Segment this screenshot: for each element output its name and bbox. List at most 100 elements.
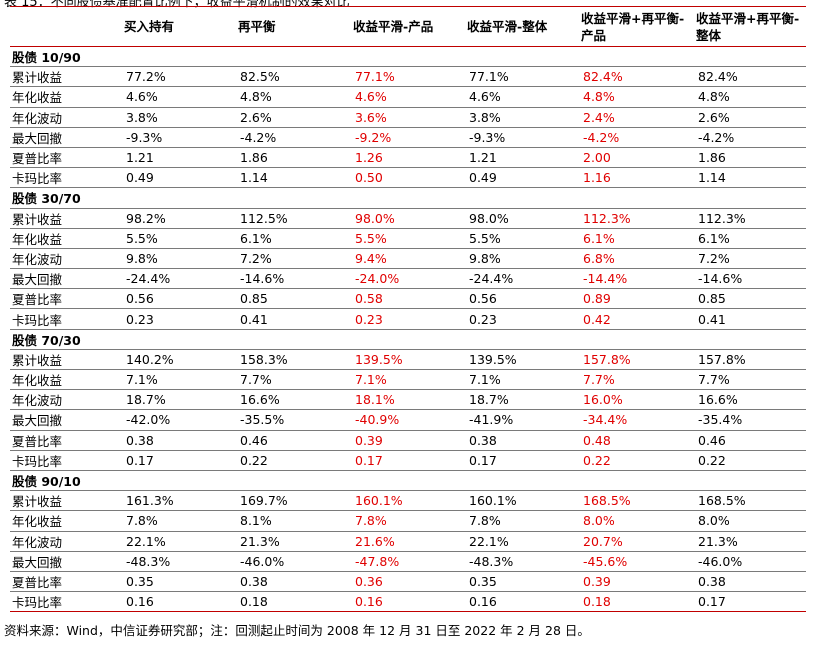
metric-value: 16.6% xyxy=(694,389,806,411)
metric-value: 168.5% xyxy=(694,490,806,512)
table-row: 年化收益 5.5% 6.1% 5.5% 5.5% 6.1% 6.1% xyxy=(10,228,806,249)
metric-value: 7.1% xyxy=(465,369,579,391)
metric-value: 4.6% xyxy=(465,86,579,108)
metric-value: 0.17 xyxy=(694,591,806,613)
table-row: 夏普比率 1.21 1.86 1.26 1.21 2.00 1.86 xyxy=(10,147,806,169)
metric-value: 1.21 xyxy=(465,147,579,169)
group-label: 股债 90/10 xyxy=(10,470,122,492)
metric-value: 0.38 xyxy=(465,430,579,451)
metric-value: 0.41 xyxy=(694,308,806,330)
metric-value: -48.3% xyxy=(122,551,236,572)
metric-value: 0.39 xyxy=(579,571,694,593)
metric-value: 4.6% xyxy=(351,86,465,108)
column-header-smooth-rebalance-overall: 收益平滑+再平衡-整体 xyxy=(694,6,806,47)
table-body: 股债 10/90 累计收益 77.2% 82.5% 77.1% 77.1% 82.4% 82.… xyxy=(10,46,806,613)
metric-value: 158.3% xyxy=(236,349,351,371)
metric-value: 77.1% xyxy=(351,66,465,88)
metric-value: 160.1% xyxy=(351,490,465,512)
group-empty-cell xyxy=(122,329,236,350)
metric-label: 年化收益 xyxy=(10,510,122,532)
metric-label: 卡玛比率 xyxy=(10,167,122,189)
group-empty-cell xyxy=(465,329,579,350)
metric-value: 169.7% xyxy=(236,490,351,512)
group-empty-cell xyxy=(694,329,806,350)
metric-value: 3.6% xyxy=(351,107,465,128)
metric-value: 0.16 xyxy=(351,591,465,613)
metric-label: 年化收益 xyxy=(10,86,122,108)
metric-value: 0.35 xyxy=(465,571,579,593)
metric-value: 0.41 xyxy=(236,308,351,330)
metric-value: 7.1% xyxy=(351,369,465,391)
metric-value: 7.2% xyxy=(236,248,351,270)
metric-value: -45.6% xyxy=(579,551,694,572)
metric-value: 0.85 xyxy=(236,288,351,310)
metric-value: 4.8% xyxy=(236,86,351,108)
metric-value: 6.1% xyxy=(236,228,351,249)
metric-value: -4.2% xyxy=(579,127,694,148)
metric-label: 年化波动 xyxy=(10,531,122,552)
metric-value: 1.86 xyxy=(236,147,351,169)
metric-value: 77.2% xyxy=(122,66,236,88)
table-header: 买入持有 再平衡 收益平滑-产品 收益平滑-整体 收益平滑+再平衡-产品 收益平… xyxy=(10,6,806,47)
metric-value: 8.1% xyxy=(236,510,351,532)
group-empty-cell xyxy=(579,46,694,68)
metric-value: 0.17 xyxy=(351,450,465,471)
metric-value: 22.1% xyxy=(465,531,579,552)
metric-value: -40.9% xyxy=(351,409,465,431)
table-row: 年化收益 4.6% 4.8% 4.6% 4.6% 4.8% 4.8% xyxy=(10,86,806,108)
metric-value: 160.1% xyxy=(465,490,579,512)
metric-value: -35.5% xyxy=(236,409,351,431)
metric-value: 4.8% xyxy=(579,86,694,108)
metric-value: 139.5% xyxy=(465,349,579,371)
group-empty-cell xyxy=(351,470,465,492)
source-footnote: 资料来源：Wind，中信证券研究部；注：回测起止时间为 2008 年 12 月 … xyxy=(4,623,590,638)
metric-value: 7.7% xyxy=(579,369,694,391)
table-row: 年化波动 22.1% 21.3% 21.6% 22.1% 20.7% 21.3% xyxy=(10,531,806,552)
metric-value: -9.3% xyxy=(122,127,236,148)
metric-value: 18.7% xyxy=(122,389,236,411)
metric-value: 4.8% xyxy=(694,86,806,108)
group-empty-cell xyxy=(351,46,465,68)
metric-value: 157.8% xyxy=(694,349,806,371)
table-row: 卡玛比率 0.16 0.18 0.16 0.16 0.18 0.17 xyxy=(10,591,806,613)
metric-value: 7.1% xyxy=(122,369,236,391)
metric-value: 0.38 xyxy=(236,571,351,593)
table-row: 最大回撤 -48.3% -46.0% -47.8% -48.3% -45.6% -46.0% xyxy=(10,551,806,572)
metric-value: 0.46 xyxy=(694,430,806,451)
metric-value: 6.8% xyxy=(579,248,694,270)
metric-value: 0.89 xyxy=(579,288,694,310)
metric-value: -24.4% xyxy=(122,268,236,290)
metric-value: 0.36 xyxy=(351,571,465,593)
table-row: 最大回撤 -24.4% -14.6% -24.0% -24.4% -14.4% -14.6% xyxy=(10,268,806,290)
metric-value: 0.50 xyxy=(351,167,465,189)
metric-label: 卡玛比率 xyxy=(10,308,122,330)
column-header-blank xyxy=(10,6,122,47)
metric-label: 夏普比率 xyxy=(10,571,122,593)
metric-value: 112.3% xyxy=(579,208,694,229)
group-empty-cell xyxy=(236,187,351,209)
comparison-table: 买入持有 再平衡 收益平滑-产品 收益平滑-整体 收益平滑+再平衡-产品 收益平… xyxy=(10,6,806,613)
table-row: 卡玛比率 0.49 1.14 0.50 0.49 1.16 1.14 xyxy=(10,167,806,189)
group-empty-cell xyxy=(236,46,351,68)
metric-value: 16.0% xyxy=(579,389,694,411)
metric-value: 0.38 xyxy=(122,430,236,451)
metric-value: 168.5% xyxy=(579,490,694,512)
group-empty-cell xyxy=(579,470,694,492)
metric-value: -14.6% xyxy=(236,268,351,290)
metric-label: 夏普比率 xyxy=(10,288,122,310)
metric-value: 0.22 xyxy=(694,450,806,471)
metric-value: 1.86 xyxy=(694,147,806,169)
table-row: 累计收益 98.2% 112.5% 98.0% 98.0% 112.3% 112.3% xyxy=(10,208,806,229)
metric-value: 2.00 xyxy=(579,147,694,169)
metric-value: 6.1% xyxy=(694,228,806,249)
metric-value: 1.21 xyxy=(122,147,236,169)
table-row: 累计收益 140.2% 158.3% 139.5% 139.5% 157.8% 157.8% xyxy=(10,349,806,371)
column-header-rebalance: 再平衡 xyxy=(236,6,351,47)
metric-value: 112.3% xyxy=(694,208,806,229)
metric-label: 年化波动 xyxy=(10,107,122,128)
metric-value: 98.2% xyxy=(122,208,236,229)
table-row: 累计收益 77.2% 82.5% 77.1% 77.1% 82.4% 82.4% xyxy=(10,66,806,88)
metric-value: 82.5% xyxy=(236,66,351,88)
column-header-buy-hold: 买入持有 xyxy=(122,6,236,47)
